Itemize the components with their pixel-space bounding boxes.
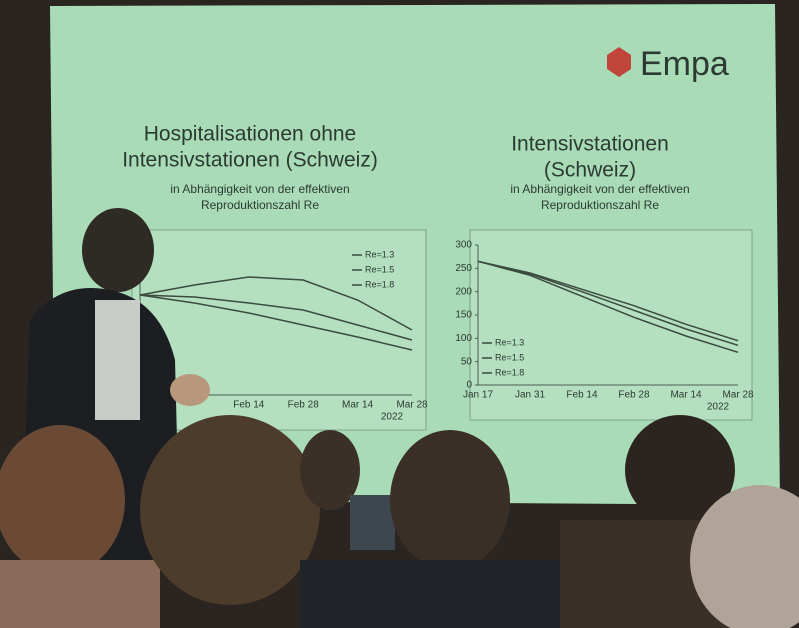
chart-title: Hospitalisationen ohne: [144, 123, 356, 146]
logo: Empa: [640, 45, 729, 83]
legend-label: Re=1.3: [495, 337, 524, 347]
x-tick-label: Mar 14: [342, 400, 374, 411]
x-tick-label: Mar 28: [722, 390, 754, 401]
x-tick-label: Feb 28: [618, 390, 650, 401]
x-axis-label: 2022: [707, 402, 730, 413]
chart-title: (Schweiz): [544, 159, 636, 182]
y-tick-label: 300: [455, 240, 472, 251]
x-tick-label: Mar 28: [396, 400, 428, 411]
photo: Empa Hospitalisationen ohne Intensivstati…: [0, 0, 799, 628]
x-tick-label: Mar 14: [670, 390, 702, 401]
x-tick-label: Jan 31: [515, 390, 545, 401]
y-tick-label: 250: [455, 263, 472, 274]
plot-frame: [470, 230, 752, 420]
legend-label: Re=1.3: [365, 249, 394, 259]
page: Empa Hospitalisationen ohne Intensivstati…: [0, 0, 799, 628]
legend-label: Re=1.8: [495, 367, 524, 377]
y-tick-label: 50: [461, 356, 473, 367]
chart-title: Intensivstationen (Schweiz): [122, 149, 378, 172]
legend-label: Re=1.8: [365, 279, 394, 289]
legend-label: Re=1.5: [365, 264, 394, 274]
x-tick-label: Feb 14: [233, 400, 265, 411]
chart-subtitle: Reproduktionszahl Re: [541, 198, 659, 212]
chart-title: Intensivstationen: [511, 133, 669, 156]
chart-subtitle: in Abhängigkeit von der effektiven: [170, 182, 349, 196]
y-tick-label: 150: [455, 310, 472, 321]
x-axis-label: 2022: [381, 412, 404, 423]
y-tick-label: 200: [455, 286, 472, 297]
chart-subtitle: in Abhängigkeit von der effektiven: [510, 182, 689, 196]
x-tick-label: Feb 28: [288, 400, 320, 411]
chart-subtitle: Reproduktionszahl Re: [201, 198, 319, 212]
x-tick-label: Feb 14: [566, 390, 598, 401]
x-tick-label: Jan 17: [463, 390, 493, 401]
legend-label: Re=1.5: [495, 352, 524, 362]
y-tick-label: 100: [455, 333, 472, 344]
